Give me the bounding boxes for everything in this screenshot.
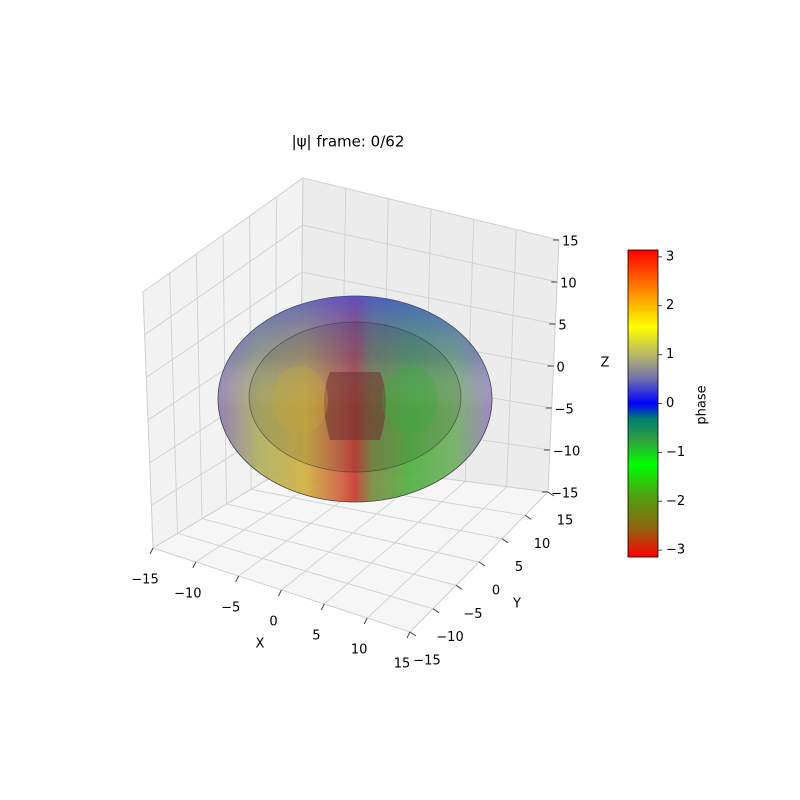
torus-hole: [324, 372, 386, 440]
z-grid-line: [142, 177, 560, 293]
y-tick: [501, 538, 509, 544]
y-tick-label: −15: [413, 654, 440, 669]
colorbar-tick-label: 1: [666, 347, 674, 362]
colorbar-label: phase: [695, 385, 710, 424]
x-tick-label: −15: [131, 573, 158, 588]
z-tick-label: 10: [560, 277, 577, 292]
x-tick-label: −10: [174, 587, 201, 602]
x-axis-label: X: [256, 637, 265, 652]
x-tick: [235, 575, 240, 583]
x-tick-label: 15: [394, 657, 411, 672]
colorbar-tick-label: 0: [666, 396, 674, 411]
y-tick: [455, 584, 463, 590]
colorbar: [627, 249, 659, 558]
z-tick-label: −5: [555, 403, 574, 418]
y-tick-label: 15: [557, 514, 574, 529]
x-tick: [149, 547, 154, 555]
colorbar-tick-label: −3: [666, 543, 685, 558]
x-tick: [363, 617, 368, 625]
z-grid-line: [146, 271, 556, 378]
y-tick-label: 0: [492, 584, 500, 599]
torus-surface: [217, 295, 493, 503]
x-tick: [278, 589, 282, 597]
y-tick: [432, 608, 440, 614]
x-tick: [320, 603, 325, 611]
y-tick: [478, 561, 486, 567]
z-tick-label: 15: [562, 235, 579, 250]
colorbar-tick-label: 3: [666, 249, 674, 264]
z-tick-label: 5: [558, 319, 566, 334]
z-grid-line: [144, 224, 558, 336]
y-axis-label: Y: [512, 597, 521, 612]
y-tick: [409, 631, 417, 637]
z-tick-label: −10: [553, 445, 580, 460]
torus-inner-right: [382, 366, 438, 434]
z-tick-label: −15: [551, 487, 578, 502]
x-tick-label: −5: [221, 601, 240, 616]
chart-title: |ψ| frame: 0/62: [292, 133, 405, 151]
colorbar-tick-label: −1: [666, 445, 685, 460]
y-tick-label: −5: [463, 607, 482, 622]
y-tick: [524, 514, 532, 520]
y-tick: [547, 491, 555, 497]
torus-inner-left: [272, 366, 328, 434]
z-axis-label: Z: [601, 356, 610, 371]
x-tick: [406, 631, 411, 639]
colorbar-tick-label: 2: [666, 298, 674, 313]
y-tick-label: −10: [436, 630, 463, 645]
x-tick-label: 5: [312, 629, 320, 644]
x-tick-label: 10: [351, 643, 368, 658]
colorbar-tick-label: −2: [666, 494, 685, 509]
z-tick-label: 0: [557, 361, 565, 376]
y-tick-label: 10: [534, 537, 551, 552]
y-tick-label: 5: [515, 560, 523, 575]
x-tick-label: 0: [269, 615, 277, 630]
x-tick: [192, 561, 197, 569]
